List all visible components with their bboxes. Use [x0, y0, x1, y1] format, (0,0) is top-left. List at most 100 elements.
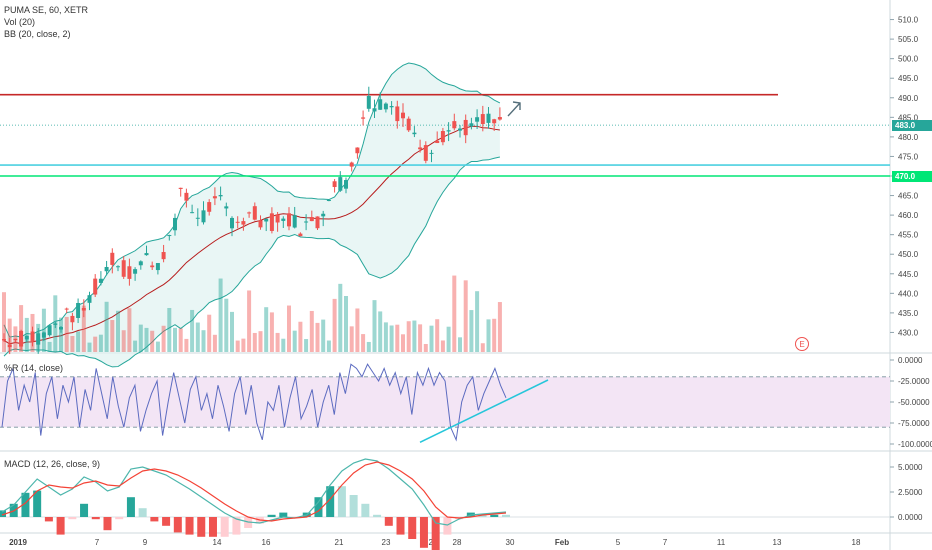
macd-legend: MACD (12, 26, close, 9): [4, 458, 100, 470]
x-tick-label: 18: [852, 538, 861, 547]
volume-bar: [150, 330, 155, 352]
volume-bar: [452, 275, 457, 352]
volume-bar: [486, 319, 491, 352]
macd-histogram-bar: [173, 517, 182, 533]
y-tick-label: 480.0: [898, 133, 919, 142]
y-tick-label: 500.0: [898, 55, 919, 64]
macd-histogram-bar: [80, 503, 89, 517]
volume-bar: [332, 298, 337, 352]
candle-body: [338, 177, 343, 191]
volume-bar: [423, 343, 428, 352]
volume-bar: [497, 302, 502, 352]
bollinger-upper: [3, 62, 501, 338]
volume-bar: [64, 316, 69, 352]
candle-body: [247, 212, 252, 214]
macd-label[interactable]: MACD (12, 26, close, 9): [4, 459, 101, 469]
macd-histogram-bar: [232, 517, 241, 535]
volume-bar: [161, 325, 166, 352]
x-tick-label: 23: [382, 538, 391, 547]
volume-bar: [212, 334, 217, 352]
macd-histogram-bar: [0, 510, 6, 517]
candle-body: [440, 131, 445, 143]
candle-body: [59, 327, 63, 330]
candle-body: [332, 181, 337, 188]
earnings-marker[interactable]: E: [795, 337, 809, 351]
volume-bar: [41, 308, 46, 352]
volume-bar: [304, 339, 309, 352]
candle-body: [378, 99, 383, 110]
volume-bar: [173, 327, 177, 352]
candle-body: [446, 130, 451, 132]
macd-histogram-bar: [33, 490, 42, 517]
volume-bar: [309, 310, 314, 352]
macd-histogram-bar: [373, 514, 382, 517]
candle-body: [190, 212, 195, 214]
macd-histogram-bar: [21, 492, 30, 517]
macd-histogram-bar: [419, 517, 428, 548]
candle-body: [2, 339, 6, 341]
macd-histogram-bar: [279, 512, 288, 517]
macd-histogram-bar: [56, 517, 65, 535]
candle-body: [13, 338, 18, 341]
y-tick-label: 475.0: [898, 152, 919, 161]
candle-body: [53, 323, 58, 325]
volume-bar: [406, 321, 411, 352]
volume-bar: [378, 311, 383, 352]
volume-bar: [247, 290, 252, 352]
macd-histogram-bar: [314, 497, 323, 517]
candle-body: [292, 215, 297, 228]
y-tick-label: 510.0: [898, 16, 919, 25]
candle-body: [281, 218, 286, 221]
y-tick-label: 430.0: [898, 328, 919, 337]
candle-body: [486, 113, 491, 123]
volume-bar: [395, 324, 400, 352]
y-tick-label: 495.0: [898, 74, 919, 83]
volume-bar: [235, 340, 240, 352]
wr-tick-label: -75.0000: [898, 419, 930, 428]
candle-body: [167, 235, 172, 237]
x-tick-label: Feb: [555, 538, 569, 547]
y-tick-label: 450.0: [898, 250, 919, 259]
symbol-label[interactable]: PUMA SE, 60, XETR: [4, 5, 89, 15]
williams-label[interactable]: %R (14, close): [4, 363, 64, 373]
volume-bar: [116, 310, 120, 352]
y-tick-label: 445.0: [898, 270, 919, 279]
candle-body: [7, 344, 12, 348]
arrow-annotation: [507, 101, 521, 117]
candle-body: [195, 217, 200, 219]
candle-body: [372, 108, 377, 112]
wr-tick-label: -25.0000: [898, 377, 930, 386]
candle-body: [395, 106, 400, 122]
volume-bar: [59, 317, 63, 352]
candle-body: [70, 315, 75, 323]
volume-bar: [429, 325, 434, 352]
x-tick-label: 16: [262, 538, 271, 547]
candle-body: [241, 221, 246, 225]
volume-bar: [201, 330, 206, 352]
volume-bar: [7, 318, 12, 352]
candle-body: [224, 206, 229, 209]
macd-histogram-bar: [502, 514, 510, 517]
volume-label[interactable]: Vol (20): [4, 17, 36, 27]
candle-body: [355, 147, 360, 154]
macd-histogram-bar: [267, 514, 276, 517]
macd-histogram-bar: [396, 517, 405, 535]
y-tick-label: 435.0: [898, 309, 919, 318]
y-tick-label: 455.0: [898, 231, 919, 240]
candle-body: [304, 221, 309, 223]
candle-body: [201, 210, 206, 223]
macd-histogram-bar: [431, 517, 440, 550]
bollinger-basis: [3, 125, 500, 345]
candle-body: [64, 308, 69, 310]
volume-bar: [2, 292, 6, 352]
volume-bar: [81, 305, 86, 352]
volume-bar: [70, 335, 75, 352]
candle-body: [110, 252, 115, 265]
x-tick-label: 7: [663, 538, 668, 547]
x-tick-label: 14: [213, 538, 222, 547]
candle-body: [492, 119, 497, 124]
bollinger-label[interactable]: BB (20, close, 2): [4, 29, 71, 39]
volume-bar: [269, 312, 274, 352]
level-price-tag: 470.0: [892, 171, 932, 182]
